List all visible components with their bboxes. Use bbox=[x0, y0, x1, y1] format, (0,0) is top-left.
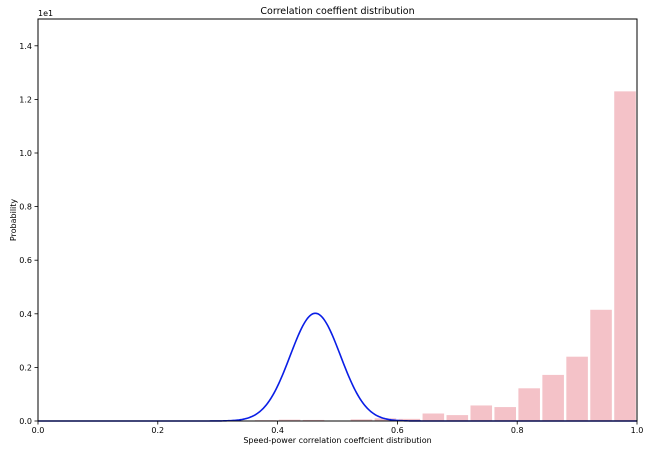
chart-title: Correlation coeffient distribution bbox=[260, 6, 414, 17]
x-tick-label: 1.0 bbox=[631, 426, 644, 435]
y-tick-label: 0.2 bbox=[19, 363, 32, 372]
y-tick-label: 0.6 bbox=[19, 256, 32, 265]
bar bbox=[398, 418, 421, 421]
bar bbox=[470, 405, 493, 421]
y-tick-label: 0.4 bbox=[19, 310, 32, 319]
y-tick-label: 0.8 bbox=[19, 203, 32, 212]
bar bbox=[518, 388, 540, 421]
y-tick-label: 1.2 bbox=[19, 95, 32, 104]
bar bbox=[422, 413, 445, 421]
x-tick-label: 0.6 bbox=[391, 426, 404, 435]
bars-layer bbox=[254, 91, 636, 422]
bar bbox=[566, 356, 588, 421]
x-tick-label: 0.2 bbox=[151, 426, 164, 435]
x-tick-label: 0.8 bbox=[511, 426, 524, 435]
bar bbox=[494, 407, 517, 421]
x-tick-label: 0.0 bbox=[32, 426, 45, 435]
bar bbox=[614, 91, 636, 422]
y-tick-label: 1.0 bbox=[19, 149, 32, 158]
x-ticks: 0.0 0.2 0.4 0.6 0.8 1.0 bbox=[32, 421, 644, 435]
x-axis-label: Speed-power correlation coeffcient distr… bbox=[243, 436, 431, 445]
y-axis-label: Probability bbox=[9, 199, 18, 242]
bar bbox=[302, 419, 325, 421]
y-tick-label: 1.4 bbox=[19, 42, 32, 51]
y-tick-label: 0.0 bbox=[19, 417, 32, 426]
bar bbox=[350, 419, 373, 421]
y-ticks: 0.0 0.2 0.4 0.6 0.8 1.0 1.2 1.4 bbox=[19, 42, 38, 426]
y-offset-text: 1e1 bbox=[38, 9, 53, 18]
x-tick-label: 0.4 bbox=[271, 426, 284, 435]
bar bbox=[590, 309, 612, 421]
plot-frame bbox=[37, 18, 638, 422]
bar bbox=[446, 415, 469, 421]
bar bbox=[374, 418, 397, 421]
bar bbox=[278, 419, 301, 421]
bar bbox=[542, 374, 564, 421]
